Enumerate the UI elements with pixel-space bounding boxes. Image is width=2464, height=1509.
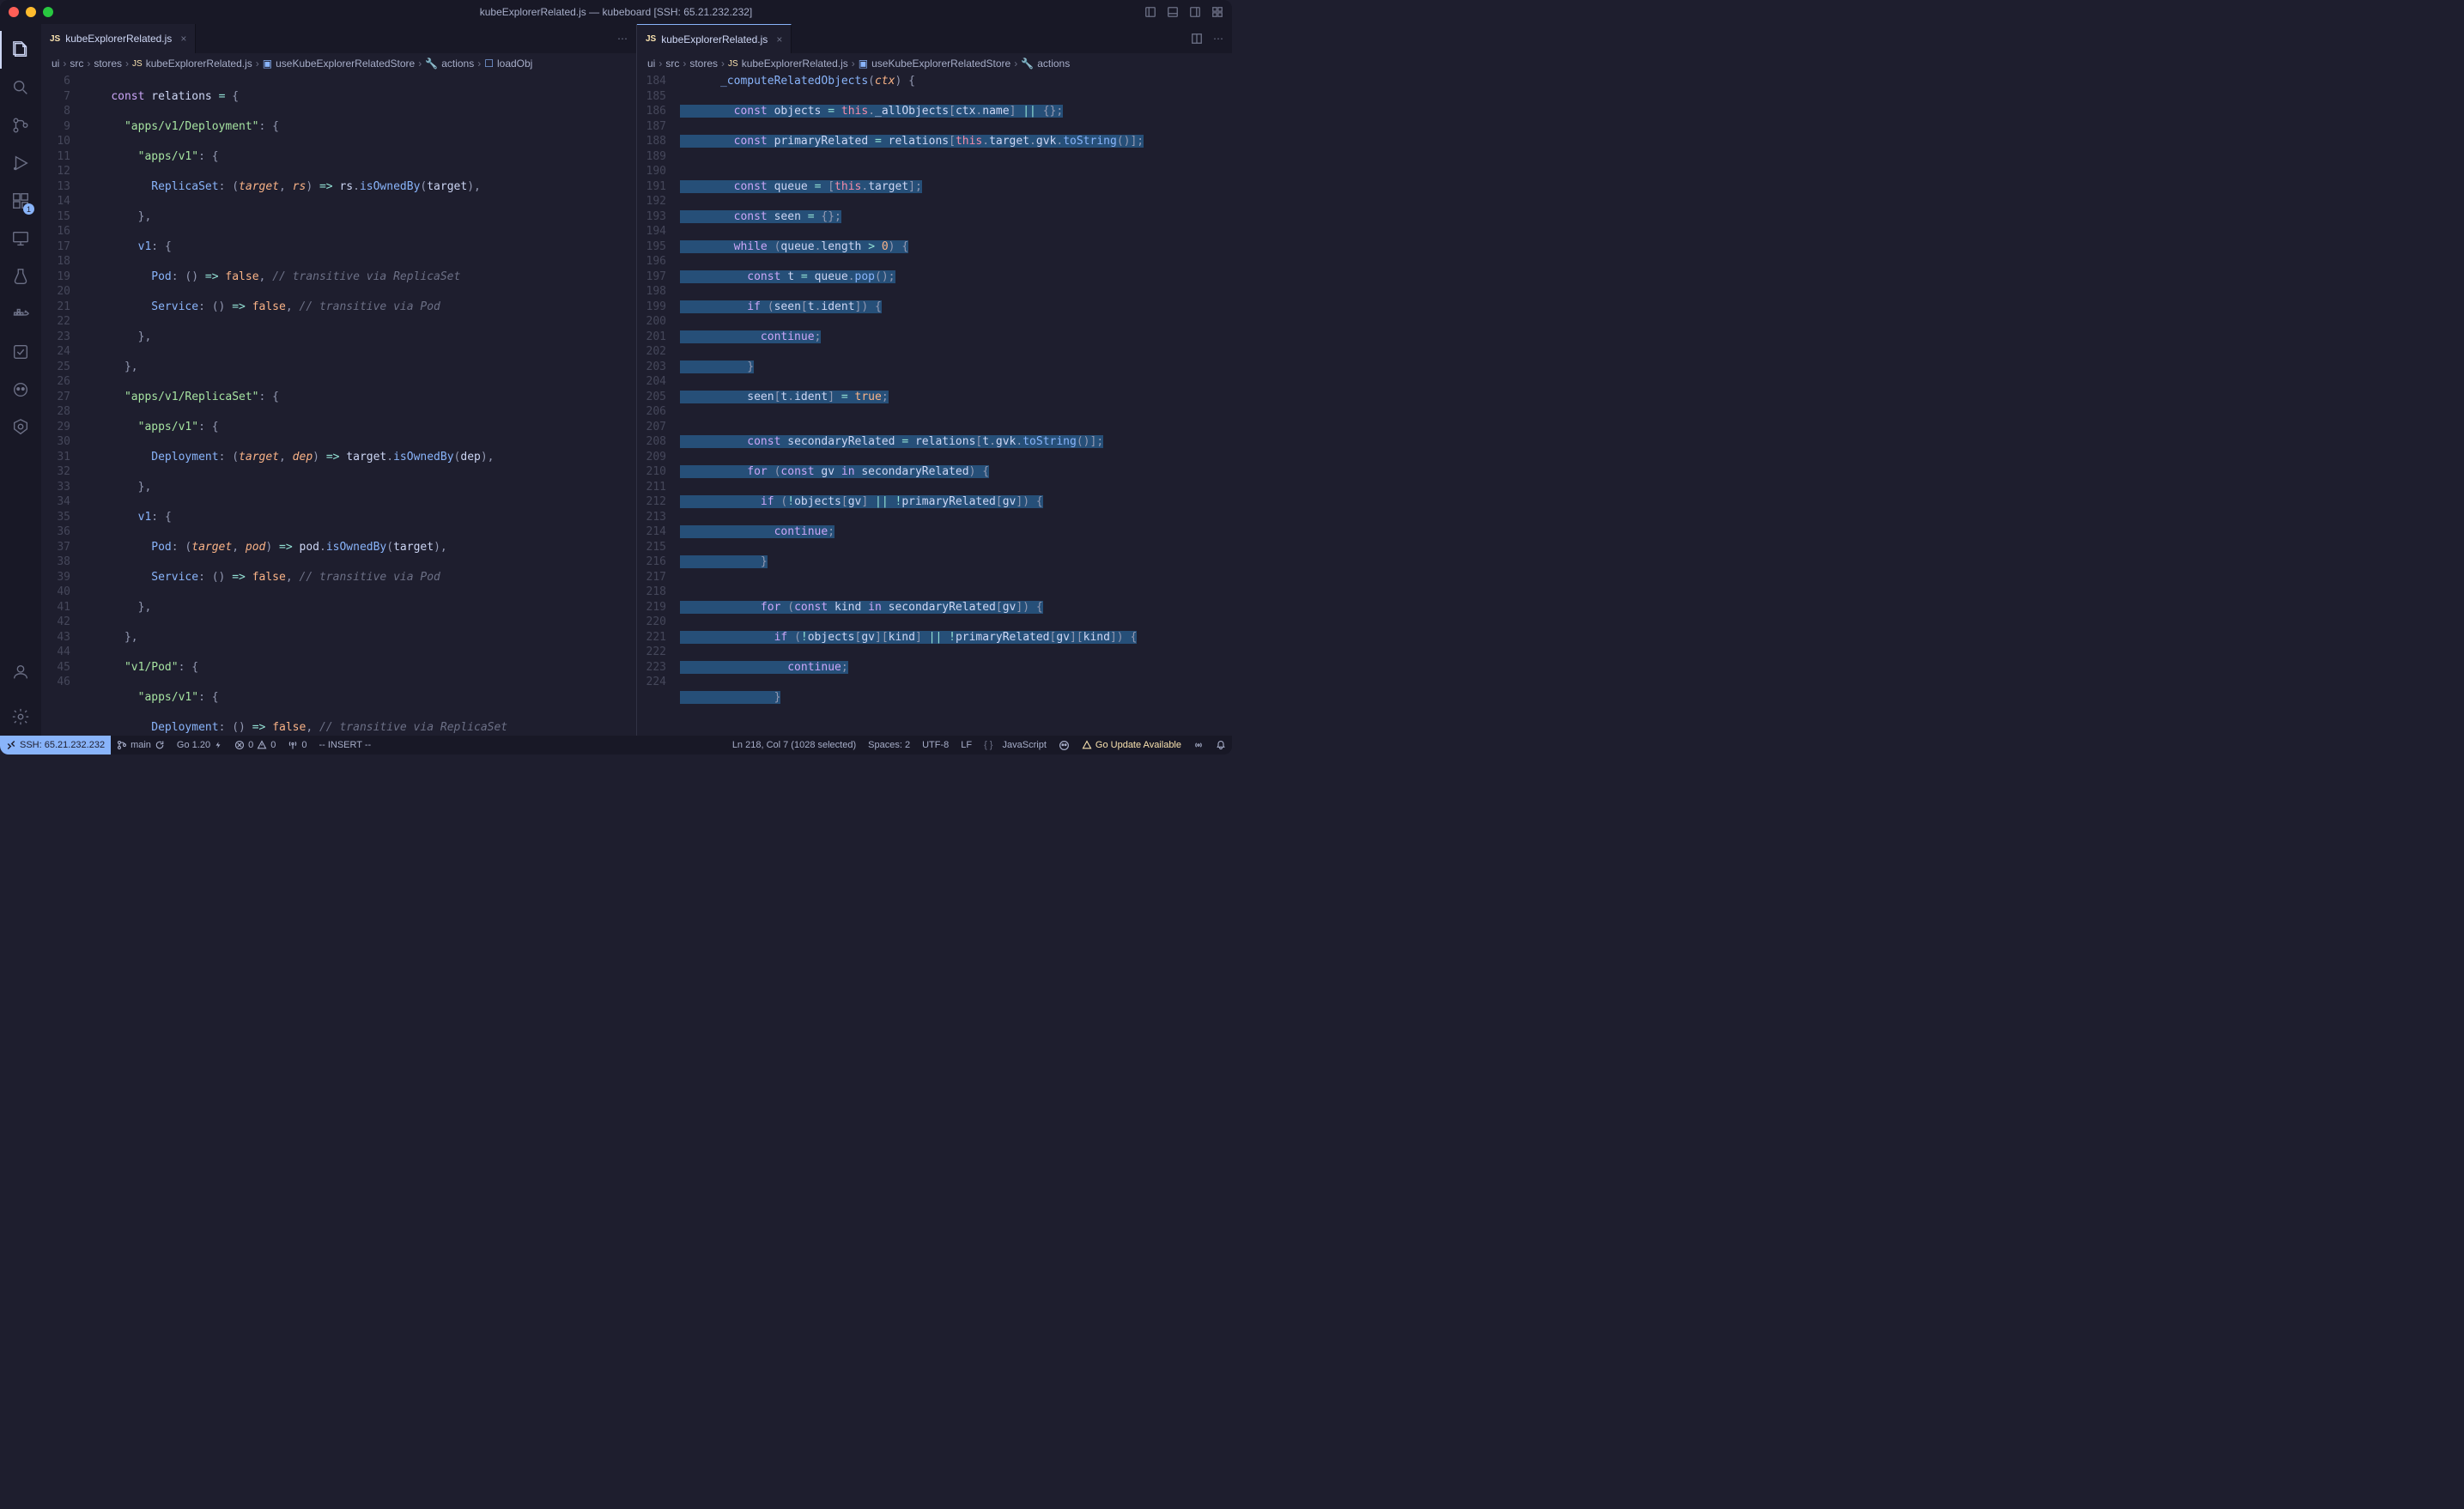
editor-area: JS kubeExplorerRelated.js × ⋯ ui › src ›…: [41, 24, 1232, 736]
sync-icon: [155, 740, 165, 750]
search-icon[interactable]: [0, 69, 41, 106]
bell-icon: [1216, 740, 1226, 750]
vscode-window: kubeExplorerRelated.js — kubeboard [SSH:…: [0, 0, 1232, 754]
sb-remote[interactable]: SSH: 65.21.232.232: [0, 736, 111, 754]
js-file-icon: JS: [728, 59, 738, 69]
code-editor-right[interactable]: 1841851861871881891901911921931941951961…: [637, 74, 1232, 736]
lightning-icon: [214, 741, 222, 749]
traffic-lights: [9, 7, 53, 17]
sb-indentation[interactable]: Spaces: 2: [862, 740, 916, 750]
editor-pane-left: JS kubeExplorerRelated.js × ⋯ ui › src ›…: [41, 24, 636, 736]
copilot-icon[interactable]: [0, 371, 41, 409]
editor-pane-right: JS kubeExplorerRelated.js × ⋯ ui › src ›…: [636, 24, 1232, 736]
titlebar: kubeExplorerRelated.js — kubeboard [SSH:…: [0, 0, 1232, 24]
tab-bar-left: JS kubeExplorerRelated.js × ⋯: [41, 24, 636, 53]
sb-go-version[interactable]: Go 1.20: [171, 736, 228, 754]
code-content[interactable]: 💡 _computeRelatedObjects(ctx) { const ob…: [680, 74, 1232, 736]
main-area: 1: [0, 24, 1232, 736]
breadcrumb-left[interactable]: ui › src › stores › JS kubeExplorerRelat…: [41, 53, 636, 74]
sb-encoding[interactable]: UTF-8: [916, 740, 955, 750]
tab-close-icon[interactable]: ×: [180, 33, 186, 45]
tab-filename: kubeExplorerRelated.js: [65, 33, 172, 45]
minimize-button[interactable]: [26, 7, 36, 17]
source-control-icon[interactable]: [0, 106, 41, 144]
radio-tower-icon: [288, 740, 298, 750]
code-editor-left[interactable]: 6789101112131415161718192021222324252627…: [41, 74, 636, 736]
tab-actions-left: ⋯: [609, 24, 636, 53]
layout-sidebar-icon[interactable]: [1144, 6, 1156, 18]
status-bar-right: Ln 218, Col 7 (1028 selected) Spaces: 2 …: [726, 740, 1232, 751]
split-editor-icon[interactable]: [1191, 33, 1203, 45]
sb-branch[interactable]: main: [111, 736, 171, 754]
more-actions-icon[interactable]: ⋯: [617, 33, 628, 45]
sb-problems[interactable]: 0 0: [228, 736, 282, 754]
breadcrumb-right[interactable]: ui › src › stores › JS kubeExplorerRelat…: [637, 53, 1232, 74]
line-gutter: 6789101112131415161718192021222324252627…: [41, 74, 84, 736]
tab-left[interactable]: JS kubeExplorerRelated.js ×: [41, 24, 196, 53]
sb-notifications[interactable]: [1210, 740, 1232, 750]
layout-panel-icon[interactable]: [1167, 6, 1179, 18]
extensions-icon[interactable]: 1: [0, 182, 41, 220]
status-bar: SSH: 65.21.232.232 main Go 1.20 0 0 0 --…: [0, 736, 1232, 754]
layout-customize-icon[interactable]: [1211, 6, 1223, 18]
sb-copilot[interactable]: [1053, 740, 1076, 751]
copilot-icon: [1059, 740, 1070, 751]
activity-bar: 1: [0, 24, 41, 736]
more-actions-icon[interactable]: ⋯: [1213, 33, 1223, 45]
sb-go-update[interactable]: Go Update Available: [1076, 740, 1187, 750]
testing-icon[interactable]: [0, 258, 41, 295]
code-content[interactable]: const relations = { "apps/v1/Deployment"…: [84, 74, 636, 736]
js-file-icon: JS: [646, 34, 656, 44]
broadcast-icon: [1193, 740, 1204, 750]
close-button[interactable]: [9, 7, 19, 17]
explorer-icon[interactable]: [0, 31, 41, 69]
layout-sidebar-right-icon[interactable]: [1189, 6, 1201, 18]
sb-language[interactable]: { } JavaScript: [978, 740, 1053, 750]
kubernetes-icon[interactable]: [0, 409, 41, 446]
extensions-badge: 1: [23, 203, 34, 215]
settings-gear-icon[interactable]: [0, 698, 41, 736]
sb-eol[interactable]: LF: [955, 740, 978, 750]
titlebar-actions: [1144, 6, 1223, 18]
js-file-icon: JS: [50, 34, 60, 44]
accounts-icon[interactable]: [0, 653, 41, 691]
remote-explorer-icon[interactable]: [0, 220, 41, 258]
maximize-button[interactable]: [43, 7, 53, 17]
sb-ports[interactable]: 0: [282, 736, 313, 754]
sb-vim-mode: -- INSERT --: [313, 736, 377, 754]
window-title: kubeExplorerRelated.js — kubeboard [SSH:…: [480, 6, 753, 18]
tab-filename: kubeExplorerRelated.js: [661, 33, 768, 45]
run-debug-icon[interactable]: [0, 144, 41, 182]
tab-close-icon[interactable]: ×: [776, 33, 782, 45]
docker-icon[interactable]: [0, 295, 41, 333]
line-gutter: 1841851861871881891901911921931941951961…: [637, 74, 680, 736]
tab-right[interactable]: JS kubeExplorerRelated.js ×: [637, 24, 792, 53]
tab-actions-right: ⋯: [1182, 24, 1232, 53]
js-file-icon: JS: [132, 59, 143, 69]
tab-bar-right: JS kubeExplorerRelated.js × ⋯: [637, 24, 1232, 53]
sb-cursor[interactable]: Ln 218, Col 7 (1028 selected): [726, 740, 862, 750]
extension-icon-1[interactable]: [0, 333, 41, 371]
sb-live-share[interactable]: [1187, 740, 1210, 750]
